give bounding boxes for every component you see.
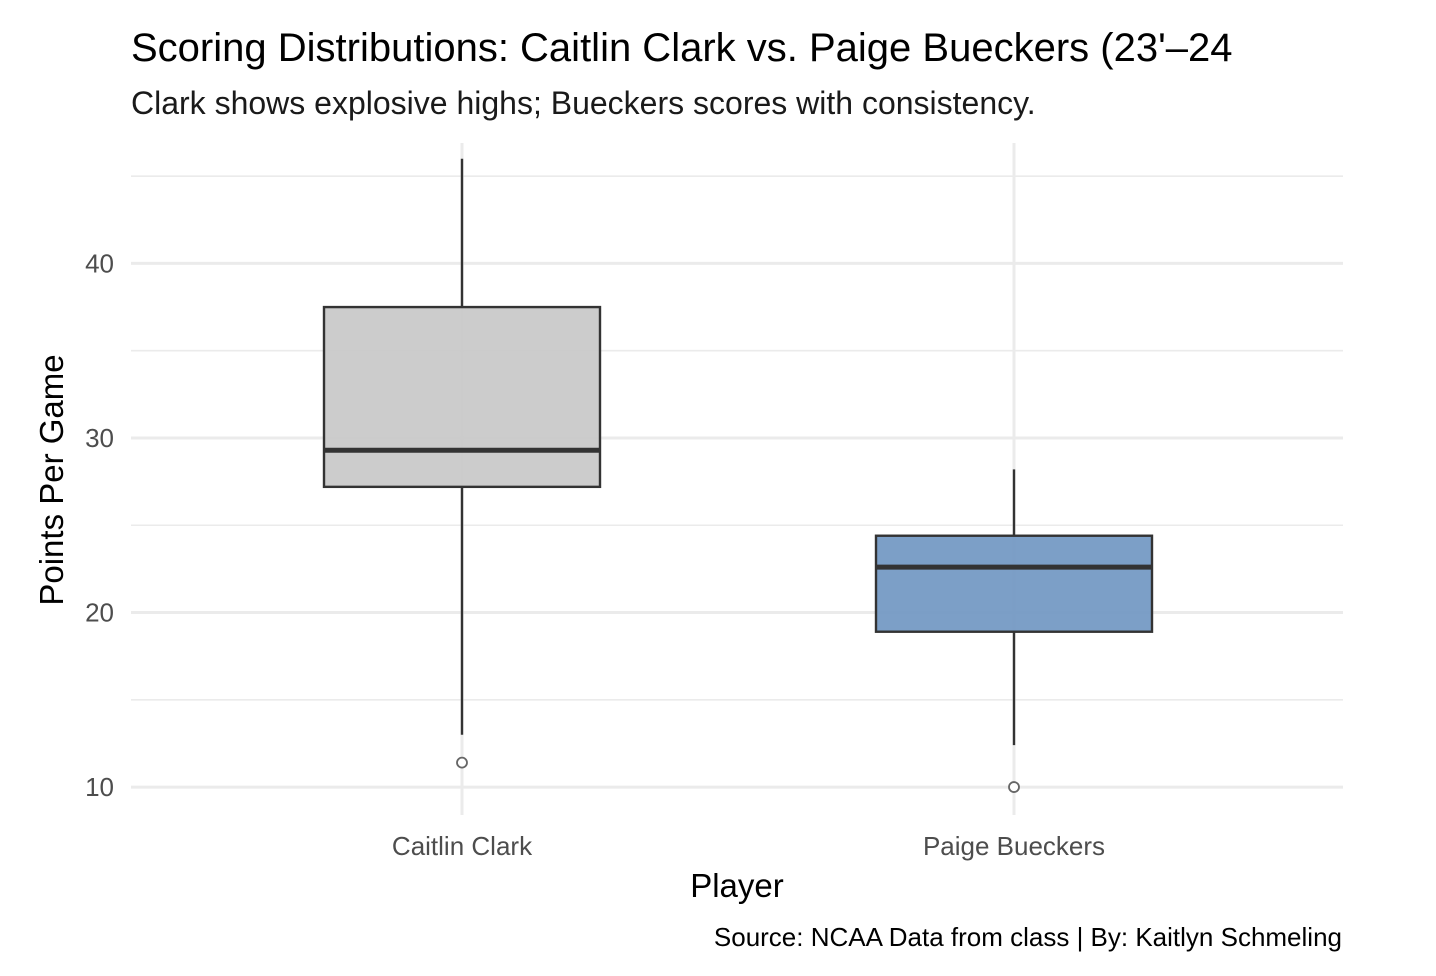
outlier-point: [456, 756, 468, 769]
box-body: [874, 534, 1154, 633]
outlier-point: [1008, 781, 1020, 793]
x-axis-ticks: Caitlin Clark Paige Bueckers: [392, 831, 1105, 861]
x-axis-title: Player: [690, 867, 784, 904]
y-tick-label: 40: [85, 248, 114, 278]
y-tick-label: 20: [85, 598, 114, 628]
y-axis-title: Points Per Game: [33, 354, 70, 605]
x-tick-label: Caitlin Clark: [392, 831, 533, 861]
box-body: [322, 305, 602, 489]
box-caitlin-clark: [322, 158, 602, 769]
box-series: [322, 158, 1154, 793]
y-tick-label: 30: [85, 423, 114, 453]
chart-title: Scoring Distributions: Caitlin Clark vs.…: [131, 26, 1232, 70]
y-tick-label: 10: [85, 772, 114, 802]
y-axis-ticks: 10 20 30 40: [85, 248, 114, 802]
chart-subtitle: Clark shows explosive highs; Bueckers sc…: [131, 85, 1036, 121]
x-tick-label: Paige Bueckers: [923, 831, 1105, 861]
major-gridlines: [131, 143, 1343, 815]
chart-caption: Source: NCAA Data from class | By: Kaitl…: [714, 922, 1342, 952]
box-paige-bueckers: [874, 469, 1154, 793]
